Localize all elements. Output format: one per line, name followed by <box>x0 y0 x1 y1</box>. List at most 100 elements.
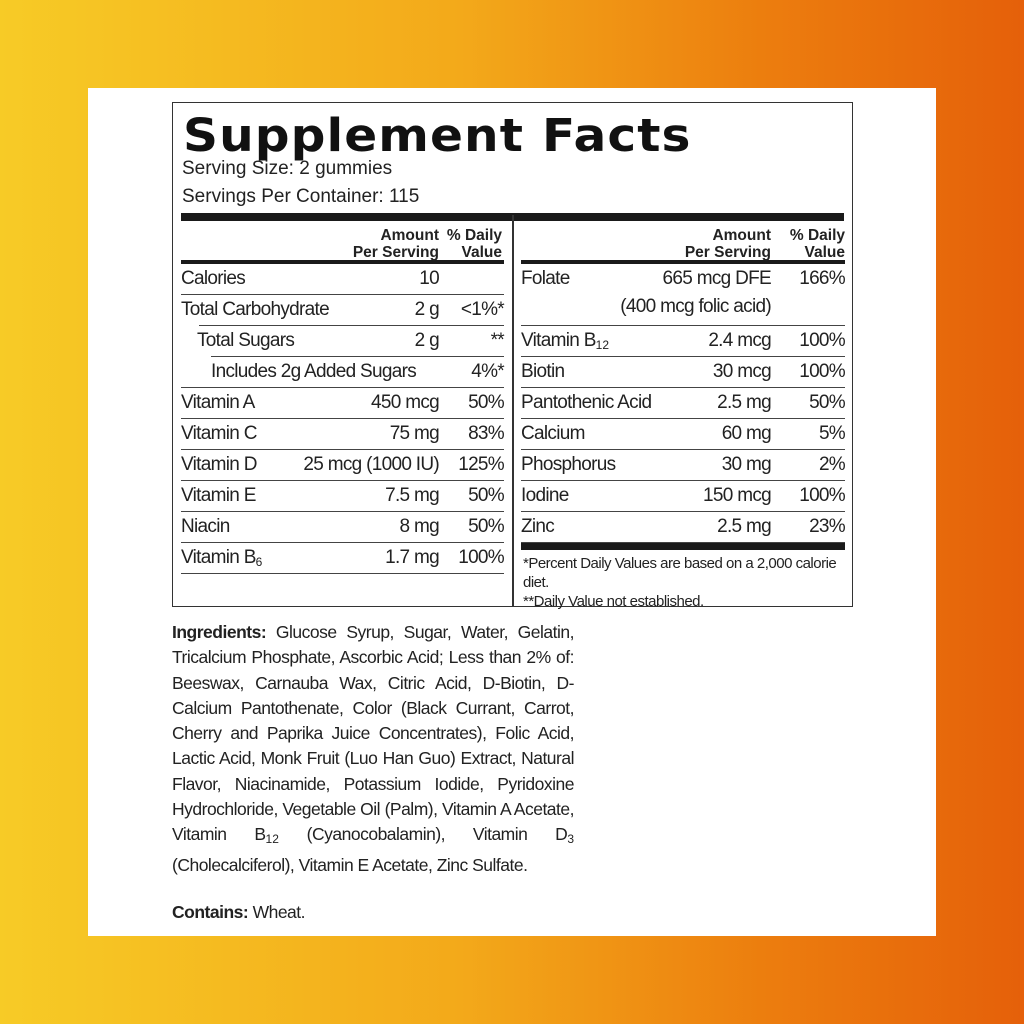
ingredients-text: (Cholecalciferol), Vitamin E Acetate, Zi… <box>172 854 528 875</box>
nutrient-row: Phosphorus 30 mg 2% <box>521 450 846 481</box>
nutrient-dv: 100% <box>458 547 504 568</box>
name-text: Vitamin A <box>181 392 255 413</box>
nutrient-amount: 25 mcg (1000 IU) <box>303 454 439 475</box>
subscript: 3 <box>567 832 574 847</box>
nutrient-amount: 665 mcg DFE <box>662 268 772 289</box>
header-text: Value <box>461 244 503 261</box>
divider-medium <box>521 260 845 264</box>
column-header: Amount Per Serving % Daily Value <box>521 215 845 261</box>
nutrient-name: Vitamin B12 <box>521 326 609 360</box>
nutrient-name: Calcium <box>521 419 585 449</box>
footnotes: *Percent Daily Values are based on a 2,0… <box>521 550 845 611</box>
nutrient-row: Niacin 8 mg 50% <box>181 512 505 543</box>
nutrient-amount: 10 <box>419 268 439 289</box>
contains-label: Contains: <box>172 902 249 922</box>
nutrient-name: Total Carbohydrate <box>181 295 330 325</box>
name-text: Phosphorus <box>521 454 616 475</box>
nutrient-dv: 50% <box>468 485 505 506</box>
nutrient-amount: 2.4 mcg <box>708 330 771 351</box>
nutrient-amount: 60 mg <box>721 423 772 444</box>
subscript: 6 <box>255 555 263 569</box>
name-text: Vitamin C <box>181 423 257 444</box>
name-text: Calcium <box>521 423 585 444</box>
nutrient-amount: 30 mcg <box>712 361 772 382</box>
nutrient-name: Zinc <box>521 512 555 542</box>
name-text: Vitamin B <box>181 547 256 568</box>
name-text: Biotin <box>521 361 565 382</box>
nutrient-amount: 30 mg <box>721 454 772 475</box>
nutrient-name: Pantothenic Acid <box>521 388 652 418</box>
header-text: Amount <box>712 227 771 244</box>
nutrient-dv: 4%* <box>471 361 504 382</box>
nutrient-amount: 150 mcg <box>703 485 772 506</box>
footnote: *Percent Daily Values are based on a 2,0… <box>523 555 837 591</box>
nutrient-amount: 450 mcg <box>371 392 440 413</box>
nutrient-dv: 166% <box>799 268 845 289</box>
ingredients-text: (Cyanocobalamin), Vitamin D <box>278 824 568 845</box>
nutrient-row: Vitamin A 450 mcg 50% <box>181 388 505 419</box>
dv-header: % Daily Value <box>447 227 502 261</box>
nutrient-row: Total Carbohydrate 2 g <1%* <box>181 295 505 326</box>
nutrient-row: Pantothenic Acid 2.5 mg 50% <box>521 388 846 419</box>
amount-header: Amount Per Serving <box>353 227 439 261</box>
dv-header: % Daily Value <box>790 227 845 261</box>
nutrient-dv: 125% <box>458 454 504 475</box>
nutrient-row: Zinc 2.5 mg 23% <box>521 512 846 543</box>
nutrient-amount: 2.5 mg <box>717 516 772 537</box>
nutrient-dv: 83% <box>468 423 505 444</box>
name-text: Total Sugars <box>197 330 295 351</box>
name-text: Iodine <box>521 485 569 506</box>
nutrient-name: Biotin <box>521 357 565 387</box>
contains-text: Wheat. <box>248 902 306 922</box>
nutrient-dv: 50% <box>468 392 505 413</box>
column-divider <box>512 215 514 607</box>
name-text: Niacin <box>181 516 230 537</box>
nutrient-dv: 2% <box>818 454 846 475</box>
name-text: Total Carbohydrate <box>181 299 330 320</box>
nutrient-row: Total Sugars 2 g ** <box>197 326 505 357</box>
nutrient-name: Folate <box>521 264 570 294</box>
nutrient-name: Includes 2g Added Sugars <box>211 357 417 387</box>
header-text: % Daily <box>446 227 502 244</box>
name-text: Vitamin E <box>181 485 256 506</box>
name-text: Pantothenic Acid <box>521 392 652 413</box>
name-text: Vitamin B <box>521 330 596 351</box>
nutrient-name: Phosphorus <box>521 450 616 480</box>
name-text: Zinc <box>521 516 555 537</box>
name-text: Calories <box>181 268 246 289</box>
amount-header: Amount Per Serving <box>685 227 771 261</box>
nutrient-name: Iodine <box>521 481 569 511</box>
nutrient-dv: <1%* <box>460 299 505 320</box>
nutrient-name: Niacin <box>181 512 230 542</box>
nutrient-amount: 2 g <box>414 330 440 351</box>
nutrient-row: Folate 665 mcg DFE (400 mcg folic acid) … <box>521 264 846 326</box>
nutrient-row: Includes 2g Added Sugars 4%* <box>181 357 505 388</box>
nutrient-name: Total Sugars <box>197 326 295 356</box>
nutrient-dv: 50% <box>468 516 505 537</box>
nutrient-amount: 8 mg <box>399 516 440 537</box>
nutrient-name: Vitamin E <box>181 481 256 511</box>
header-text: Per Serving <box>684 244 771 261</box>
nutrient-row: Iodine 150 mcg 100% <box>521 481 846 512</box>
name-text: Folate <box>521 268 570 289</box>
nutrient-row: Vitamin B12 2.4 mcg 100% <box>521 326 846 360</box>
nutrient-row: Vitamin B6 1.7 mg 100% <box>181 543 505 574</box>
subscript: 12 <box>595 338 610 352</box>
nutrient-dv: 100% <box>799 361 845 382</box>
nutrient-dv: 100% <box>799 485 845 506</box>
subscript: 12 <box>265 832 279 847</box>
nutrient-amount: 7.5 mg <box>385 485 440 506</box>
right-column: Amount Per Serving % Daily Value Folate 66… <box>521 215 846 611</box>
ingredients-label: Ingredients: <box>172 622 267 642</box>
nutrient-dv: 5% <box>818 423 846 444</box>
name-text: Vitamin D <box>181 454 257 475</box>
nutrient-row: Biotin 30 mcg 100% <box>521 357 846 388</box>
nutrient-name: Calories <box>181 264 246 294</box>
nutrient-dv: 50% <box>809 392 846 413</box>
nutrient-dv: 23% <box>809 516 846 537</box>
serving-size: Serving Size: 2 gummies <box>182 158 393 179</box>
header-text: Amount <box>380 227 439 244</box>
left-column: Amount Per Serving % Daily Value Calories … <box>181 215 505 574</box>
nutrient-amount: 2.5 mg <box>717 392 772 413</box>
header-text: % Daily <box>789 227 845 244</box>
